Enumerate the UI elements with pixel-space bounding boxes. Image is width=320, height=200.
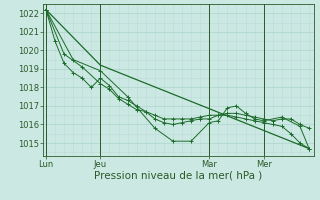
X-axis label: Pression niveau de la mer( hPa ): Pression niveau de la mer( hPa ) [94, 171, 262, 181]
